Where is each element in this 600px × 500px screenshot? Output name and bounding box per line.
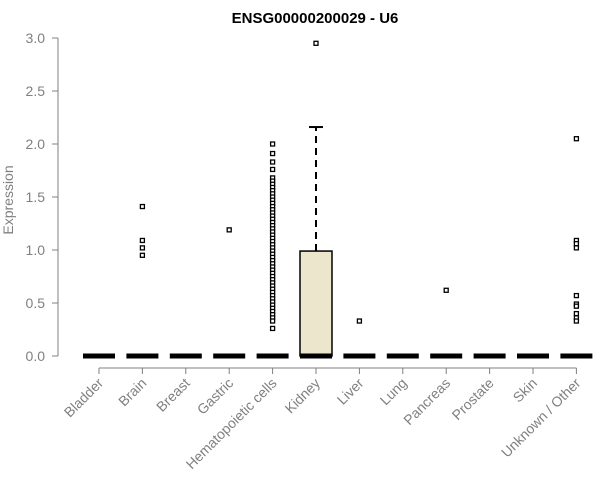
x-tick-label: Kidney [282,375,324,417]
y-tick-label: 3.0 [26,30,46,46]
x-tick-label: Pancreas [400,375,453,428]
box-3 [213,227,246,359]
x-tick-label: Skin [510,375,541,406]
box-body [299,250,333,357]
y-tick-label: 1.5 [26,189,46,205]
box-11 [560,136,593,359]
outlier-point [313,40,319,46]
boxes-layer [83,40,593,359]
outlier-point [226,227,232,233]
x-tick-label: Liver [334,375,367,408]
x-tick-label: Prostate [449,375,497,423]
outlier-point [269,159,276,165]
outlier-point [269,141,276,147]
y-tick-label: 0.5 [26,295,46,311]
outlier-point [139,252,146,258]
x-tick-label: Lung [377,375,410,408]
outlier-point [269,325,276,332]
outlier-point [573,240,580,247]
y-axis-label: Expression [0,165,16,234]
box-1 [126,203,159,359]
outlier-point [269,150,276,157]
outlier-point [269,166,276,173]
outlier-point [573,292,580,299]
outlier-point [356,318,363,324]
y-tick-label: 2.0 [26,136,46,152]
y-axis: 0.0 0.5 1.0 1.5 2.0 2.5 3.0 [26,30,59,364]
outlier-point [573,310,580,317]
box-6 [343,318,376,359]
y-tick-label: 2.5 [26,83,46,99]
x-tick-label: Bladder [61,375,107,421]
y-tick-label: 0.0 [26,348,46,364]
chart-title: ENSG00000200029 - U6 [232,10,399,27]
outlier-point [573,303,580,309]
outlier-point [443,287,449,293]
outlier-point [139,203,146,210]
x-tick-label: Gastric [194,375,237,418]
box-4 [256,141,289,359]
outlier-point [269,318,276,324]
outlier-point [139,237,146,244]
outlier-point [573,318,580,324]
x-tick-label: Unknown / Other [498,375,584,461]
box-8 [430,287,463,359]
outlier-point [573,136,580,142]
x-tick-label: Breast [153,375,193,415]
outlier-point [573,245,580,251]
box-5 [299,40,333,359]
x-tick-label: Brain [115,375,149,409]
outlier-point [139,245,146,251]
y-tick-label: 1.0 [26,242,46,258]
